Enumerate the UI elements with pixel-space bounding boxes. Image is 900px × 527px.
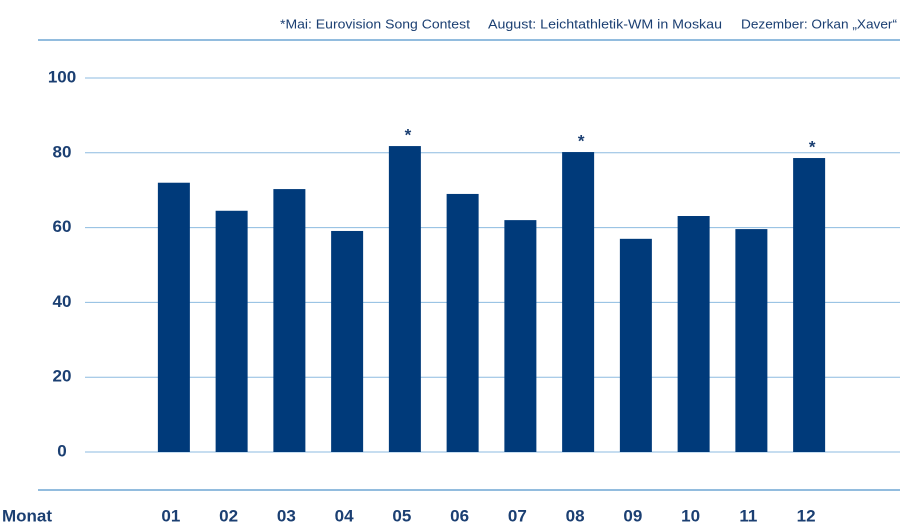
annotation: Dezember: Orkan „Xaver“ [741, 16, 897, 31]
bar [619, 238, 652, 452]
bar [793, 158, 826, 452]
x-tick-label: 10 [681, 506, 700, 525]
bar [562, 152, 595, 452]
annotation: August: Leichtathletik-WM in Moskau [488, 16, 722, 31]
x-tick-label: 03 [277, 506, 296, 525]
y-tick-label: 0 [57, 441, 66, 460]
bar [504, 220, 537, 452]
y-tick-label: 40 [53, 292, 72, 311]
marker: * [809, 138, 816, 157]
bar [215, 210, 248, 452]
x-tick-label: 02 [219, 506, 238, 525]
bar [273, 189, 306, 452]
bar [677, 216, 710, 452]
x-tick-label: 11 [739, 506, 757, 525]
x-tick-label: 07 [508, 506, 527, 525]
x-tick-label: 12 [797, 506, 816, 525]
x-tick-label: 06 [450, 506, 469, 525]
y-tick-label: 20 [53, 367, 72, 386]
x-tick-label: 01 [161, 506, 180, 525]
marker: * [405, 126, 412, 145]
annotation: *Mai: Eurovision Song Contest [280, 16, 470, 31]
bar [446, 193, 479, 452]
bar [331, 230, 364, 452]
x-tick-label: 04 [335, 506, 354, 525]
y-tick-label: 60 [53, 217, 72, 236]
y-tick-label: 100 [48, 67, 76, 86]
x-axis-label: Monat [2, 506, 52, 525]
x-tick-label: 08 [566, 506, 585, 525]
x-tick-label: 09 [623, 506, 642, 525]
marker: * [578, 132, 585, 151]
bar [388, 146, 421, 452]
y-tick-label: 80 [53, 142, 72, 161]
bar [157, 182, 190, 452]
bar [735, 229, 768, 452]
x-tick-label: 05 [392, 506, 411, 525]
